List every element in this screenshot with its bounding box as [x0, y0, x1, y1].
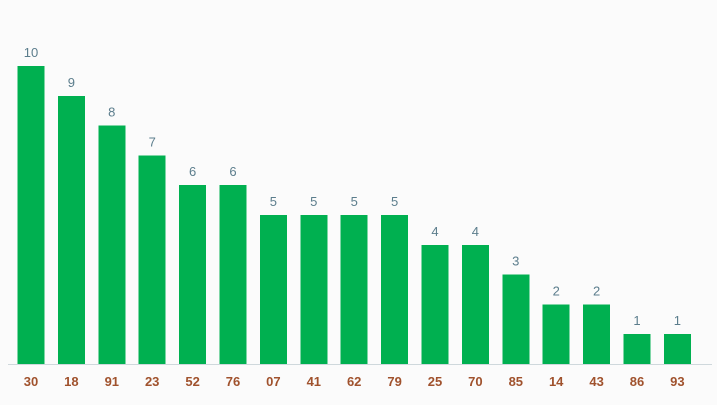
bar-23	[138, 155, 166, 364]
value-label-70: 4	[472, 224, 479, 239]
category-label-23: 23	[145, 374, 159, 389]
category-label-14: 14	[549, 374, 564, 389]
bar-76	[219, 185, 247, 364]
category-label-93: 93	[670, 374, 684, 389]
value-label-23: 7	[149, 134, 156, 149]
category-label-41: 41	[307, 374, 321, 389]
bar-18	[57, 95, 85, 365]
bar-30	[17, 66, 45, 364]
category-label-91: 91	[105, 374, 119, 389]
category-label-86: 86	[630, 374, 644, 389]
category-label-62: 62	[347, 374, 361, 389]
bar-25	[421, 244, 449, 364]
bar-62	[340, 215, 368, 364]
category-label-18: 18	[64, 374, 78, 389]
bar-79	[381, 215, 409, 364]
value-label-25: 4	[431, 224, 438, 239]
value-label-52: 6	[189, 164, 196, 179]
bar-93	[663, 334, 691, 364]
category-label-85: 85	[509, 374, 523, 389]
bar-52	[179, 185, 207, 364]
value-label-79: 5	[391, 194, 398, 209]
value-label-93: 1	[674, 313, 681, 328]
value-label-86: 1	[633, 313, 640, 328]
bar-14	[542, 304, 570, 364]
category-label-30: 30	[24, 374, 38, 389]
category-label-70: 70	[468, 374, 482, 389]
bar-07	[259, 215, 287, 364]
value-label-62: 5	[351, 194, 358, 209]
value-label-18: 9	[68, 75, 75, 90]
value-labels-group: 10 9 8 7 6 6 5 5 5 5 4 4 3 2 2 1 1	[24, 45, 681, 328]
value-label-76: 6	[229, 164, 236, 179]
bar-41	[300, 215, 328, 364]
bar-91	[98, 125, 126, 364]
bars-group	[17, 66, 691, 365]
bar-43	[583, 304, 611, 364]
category-label-52: 52	[185, 374, 199, 389]
bar-85	[502, 274, 530, 364]
value-label-41: 5	[310, 194, 317, 209]
value-label-85: 3	[512, 254, 519, 269]
bar-70	[461, 244, 489, 364]
value-label-91: 8	[108, 105, 115, 120]
category-labels-group: 30 18 91 23 52 76 07 41 62 79 25 70 85 14 43 86 93	[24, 374, 685, 389]
category-label-43: 43	[589, 374, 603, 389]
value-label-07: 5	[270, 194, 277, 209]
value-label-30: 10	[24, 45, 38, 60]
bar-86	[623, 334, 651, 364]
category-label-07: 07	[266, 374, 280, 389]
category-label-79: 79	[387, 374, 401, 389]
category-label-25: 25	[428, 374, 442, 389]
category-label-76: 76	[226, 374, 240, 389]
value-label-14: 2	[553, 283, 560, 298]
value-label-43: 2	[593, 283, 600, 298]
